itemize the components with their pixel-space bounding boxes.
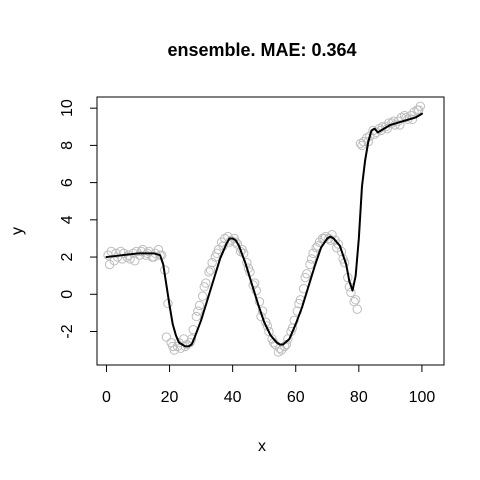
data-point	[401, 112, 411, 123]
data-point	[327, 230, 337, 240]
data-point	[231, 237, 241, 247]
data-point	[194, 300, 205, 311]
x-axis-tick-label: 20	[161, 389, 179, 406]
data-point	[289, 315, 299, 326]
fitted-line	[105, 112, 423, 348]
data-point	[155, 250, 165, 260]
chart-title: ensemble. MAE: 0.364	[167, 40, 356, 60]
x-axis-tick-label: 80	[350, 389, 368, 406]
y-axis-tick-label: 10	[59, 99, 76, 117]
data-point	[395, 120, 405, 130]
data-point	[414, 105, 424, 115]
data-point	[305, 259, 315, 270]
y-axis-tick-label: 8	[59, 141, 76, 150]
data-point	[212, 248, 222, 259]
data-point	[346, 287, 356, 298]
y-axis-label: y	[9, 227, 26, 235]
data-point	[205, 265, 216, 275]
x-axis-tick-label: 40	[224, 389, 242, 406]
x-axis-tick-label: 60	[287, 389, 305, 406]
data-point	[191, 311, 202, 322]
plot-frame	[96, 96, 445, 366]
data-point	[104, 259, 115, 270]
data-point	[111, 248, 121, 259]
data-point	[207, 257, 217, 268]
data-point	[144, 246, 154, 257]
data-point	[308, 248, 318, 259]
data-point	[384, 118, 394, 128]
y-axis-tick-label: 2	[59, 253, 76, 262]
data-point	[199, 282, 209, 292]
data-point	[130, 256, 140, 266]
data-point	[136, 246, 146, 257]
data-points-layer	[103, 101, 426, 357]
data-point	[352, 304, 362, 314]
y-axis-tick-label: 4	[59, 215, 76, 224]
x-axis-tick-label: 100	[409, 389, 436, 406]
data-point	[350, 295, 361, 305]
data-point	[300, 272, 310, 283]
y-axis-tick-label: 0	[59, 290, 76, 299]
fitted-line-layer	[105, 112, 423, 348]
data-point	[306, 254, 317, 264]
y-axis-tick-label: 6	[59, 178, 76, 187]
x-axis: 0 20 40 60 80 100	[102, 364, 436, 406]
data-point	[197, 291, 208, 301]
data-point	[204, 267, 214, 277]
x-axis-label: x	[258, 438, 266, 455]
y-axis-tick-label: -2	[59, 324, 76, 338]
x-axis-tick-label: 0	[102, 389, 111, 406]
data-point	[251, 285, 261, 296]
data-point	[193, 306, 203, 316]
y-axis: -2 0 2 4 6 8 10	[59, 99, 98, 339]
data-point	[161, 332, 172, 342]
